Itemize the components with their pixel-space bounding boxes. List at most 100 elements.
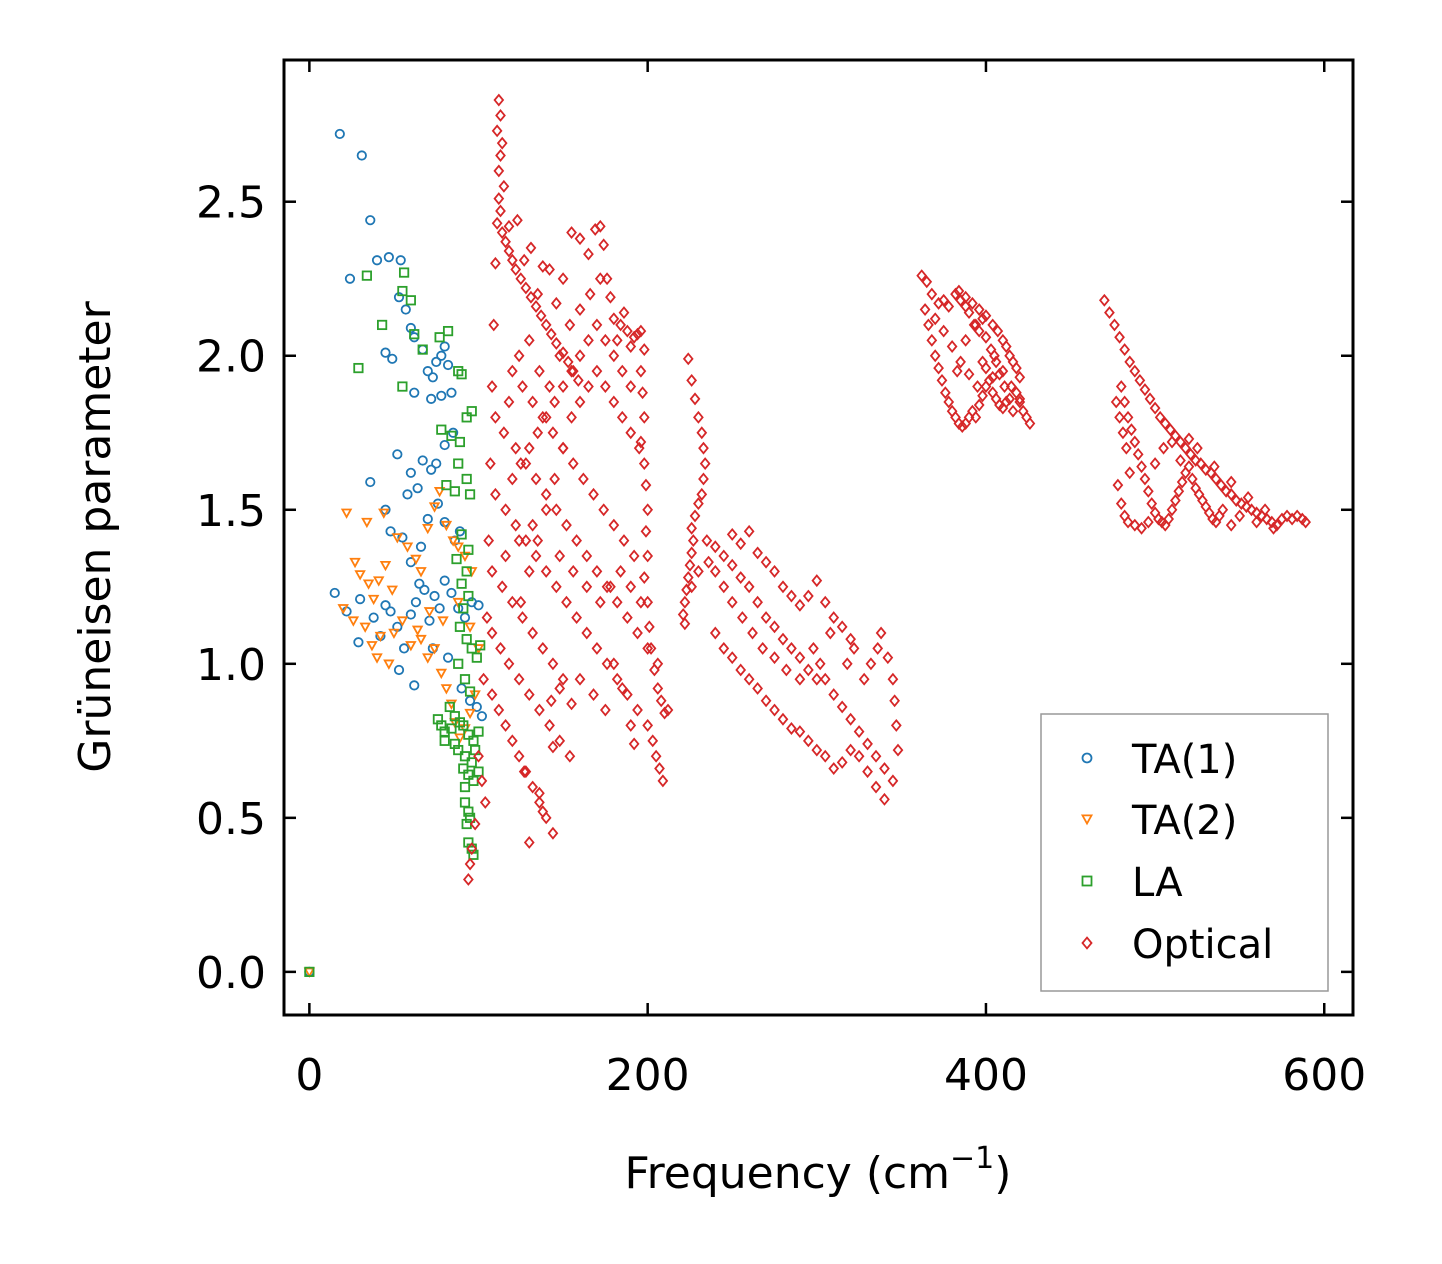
point-optical (540, 503, 552, 517)
point-la (441, 480, 452, 491)
point-optical (1173, 484, 1185, 498)
y-tick-label: 0.0 (196, 948, 266, 999)
point-ta1 (426, 393, 437, 404)
point-ta1 (446, 387, 457, 398)
point-optical (703, 555, 714, 569)
point-la (463, 590, 474, 602)
point-optical (1132, 447, 1144, 461)
point-optical (464, 857, 476, 871)
point-optical (491, 124, 503, 138)
point-la (461, 473, 472, 485)
point-optical (635, 324, 647, 338)
point-optical (1225, 487, 1237, 501)
point-optical (862, 765, 873, 779)
point-ta1 (398, 643, 410, 654)
point-optical (994, 367, 1005, 381)
point-ta2 (391, 533, 404, 544)
point-optical (802, 734, 814, 748)
point-optical (635, 435, 647, 449)
point-optical (632, 626, 643, 640)
point-optical (600, 703, 611, 717)
point-optical (537, 641, 549, 655)
point-optical (955, 355, 966, 369)
point-optical (760, 611, 772, 625)
point-ta1 (429, 590, 440, 602)
point-la (459, 674, 471, 685)
point-ta2 (372, 576, 385, 587)
point-optical (853, 725, 865, 739)
legend: TA(1) TA(2) LA Optical (1040, 713, 1329, 992)
point-optical (983, 373, 995, 387)
point-ta1 (431, 458, 442, 469)
point-optical (525, 241, 537, 255)
point-optical (662, 703, 674, 717)
point-optical (544, 263, 555, 276)
point-la (436, 424, 447, 435)
point-optical (574, 232, 586, 246)
point-optical (1185, 447, 1196, 461)
point-optical (540, 564, 552, 578)
point-optical (743, 580, 755, 594)
point-optical (523, 333, 535, 347)
point-ta1 (422, 513, 433, 525)
point-optical (977, 389, 988, 403)
point-optical (916, 269, 928, 283)
point-ta2 (347, 616, 360, 627)
point-optical (1186, 472, 1198, 486)
point-optical (872, 641, 884, 655)
point-optical (600, 333, 611, 347)
point-ta2 (405, 641, 417, 652)
point-ta1 (393, 664, 405, 676)
point-optical (557, 272, 569, 286)
point-optical (811, 672, 823, 686)
point-ta1 (448, 427, 459, 438)
point-ta1 (436, 390, 447, 401)
point-optical (611, 672, 623, 686)
point-optical (506, 253, 518, 267)
point-optical (537, 259, 549, 273)
point-optical (936, 373, 948, 387)
point-ta2 (440, 520, 453, 532)
point-ta2 (340, 508, 353, 519)
point-optical (679, 617, 691, 631)
point-optical (496, 580, 508, 594)
point-optical (977, 355, 988, 369)
point-optical (481, 611, 493, 625)
point-optical (997, 333, 1009, 347)
point-optical (469, 817, 481, 831)
point-ta1 (442, 359, 454, 371)
point-la (397, 285, 408, 297)
point-optical (698, 441, 709, 455)
point-optical (594, 595, 606, 609)
point-ta2 (383, 659, 395, 670)
point-optical (1112, 478, 1124, 492)
point-la (454, 621, 466, 632)
point-optical (637, 386, 648, 400)
point-optical (581, 580, 593, 594)
point-optical (486, 380, 498, 393)
point-optical (853, 749, 865, 763)
point-optical (506, 595, 518, 609)
point-optical (564, 749, 576, 763)
point-optical (642, 549, 654, 563)
point-optical (628, 549, 640, 563)
point-ta2 (415, 567, 427, 578)
point-optical (544, 718, 555, 732)
point-ta2 (359, 622, 371, 633)
point-optical (635, 595, 647, 609)
point-optical (600, 380, 611, 393)
point-optical (769, 564, 780, 578)
point-optical (550, 503, 562, 517)
point-optical (1122, 410, 1134, 424)
point-ta1 (459, 612, 471, 623)
point-optical (1259, 503, 1271, 517)
point-optical (973, 303, 985, 316)
point-ta2 (410, 554, 422, 566)
point-optical (466, 842, 478, 856)
legend-marker-ta2 (1080, 814, 1094, 826)
point-ta2 (422, 653, 434, 664)
point-optical (684, 558, 696, 572)
point-optical (490, 256, 501, 270)
y-tick-label: 0.5 (196, 794, 266, 845)
point-optical (532, 287, 544, 301)
